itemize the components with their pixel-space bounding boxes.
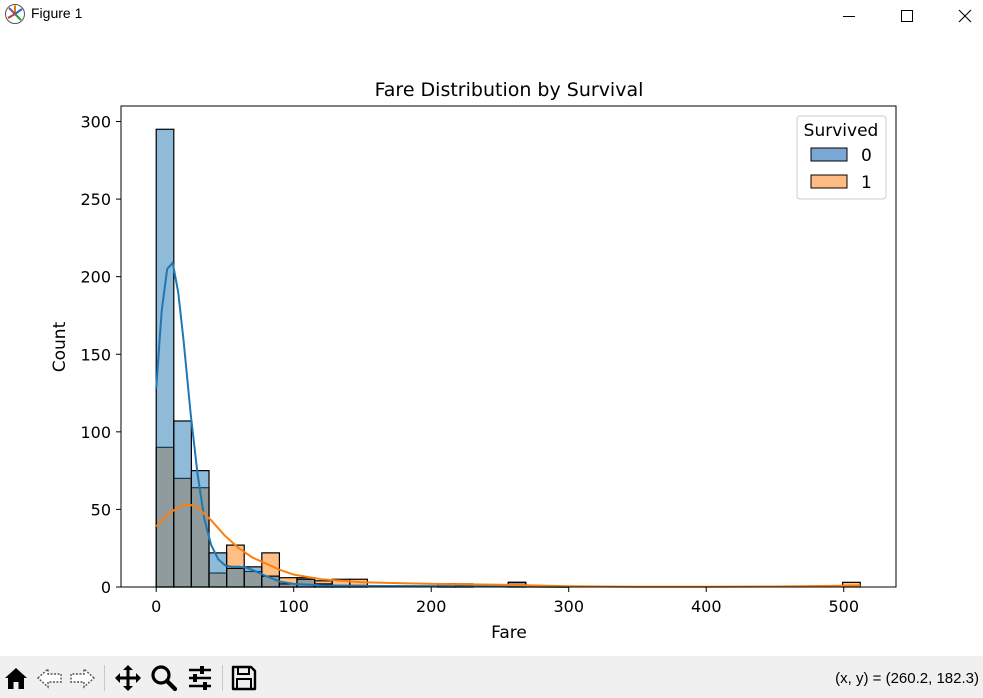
minimize-button[interactable] — [826, 0, 872, 31]
x-tick-label: 0 — [151, 597, 161, 616]
toolbar-separator — [104, 665, 105, 691]
save-button[interactable] — [230, 664, 258, 692]
y-tick-label: 300 — [80, 113, 111, 132]
matplotlib-icon — [5, 4, 25, 24]
back-button[interactable] — [36, 664, 64, 692]
pan-button[interactable] — [114, 664, 142, 692]
y-tick-label: 200 — [80, 268, 111, 287]
close-button[interactable] — [942, 0, 983, 31]
navigation-toolbar: (x, y) = (260.2, 182.3) — [0, 656, 983, 698]
plot-area — [155, 128, 861, 588]
legend-swatch-0 — [810, 147, 848, 162]
x-tick-label: 300 — [553, 597, 584, 616]
figure-canvas[interactable]: Fare Distribution by Survival 0 100 200 300… — [0, 31, 983, 656]
bars-survived-0 — [155, 128, 527, 588]
bars-survived-1 — [155, 446, 861, 588]
x-axis: 0 100 200 300 400 500 — [151, 587, 859, 616]
chart-title: Fare Distribution by Survival — [375, 79, 644, 101]
legend-label-0: 0 — [861, 146, 872, 166]
legend-title: Survived — [804, 121, 879, 141]
bar-survived-0-bin-4 — [226, 567, 245, 588]
close-icon — [958, 9, 972, 22]
y-axis-label: Count — [50, 321, 70, 372]
configure-subplots-button[interactable] — [186, 664, 214, 692]
zoom-button[interactable] — [150, 664, 178, 692]
kde-line-survived-0 — [155, 261, 569, 588]
x-tick-label: 200 — [416, 597, 447, 616]
save-icon — [231, 665, 257, 691]
minimize-icon — [843, 15, 855, 17]
toolbar-separator — [222, 665, 223, 691]
legend: Survived 0 1 — [796, 115, 887, 200]
y-tick-label: 250 — [80, 190, 111, 209]
window-title: Figure 1 — [31, 5, 83, 21]
back-icon — [36, 667, 62, 689]
axes-frame — [120, 105, 897, 588]
pan-icon — [115, 665, 141, 691]
maximize-button[interactable] — [884, 0, 930, 31]
home-icon — [5, 668, 27, 689]
y-axis: 0 50 100 150 200 250 300 — [80, 113, 121, 597]
y-tick-label: 150 — [80, 345, 111, 364]
legend-swatch-1 — [810, 174, 848, 189]
cursor-coordinates: (x, y) = (260.2, 182.3) — [835, 670, 979, 687]
configure-subplots-icon — [189, 666, 211, 690]
kde-lines — [155, 261, 861, 588]
x-tick-label: 100 — [278, 597, 309, 616]
forward-icon — [70, 667, 96, 689]
forward-button[interactable] — [68, 664, 96, 692]
x-tick-label: 500 — [828, 597, 859, 616]
x-tick-label: 400 — [691, 597, 722, 616]
chart: Fare Distribution by Survival 0 100 200 300… — [50, 79, 897, 643]
home-button[interactable] — [2, 664, 30, 692]
zoom-icon — [151, 665, 178, 692]
y-tick-label: 0 — [101, 578, 111, 597]
legend-label-1: 1 — [861, 173, 872, 193]
maximize-icon — [901, 9, 913, 22]
y-tick-label: 100 — [80, 423, 111, 442]
window-titlebar: Figure 1 — [0, 0, 983, 31]
y-tick-label: 50 — [91, 500, 111, 519]
x-axis-label: Fare — [491, 623, 527, 643]
